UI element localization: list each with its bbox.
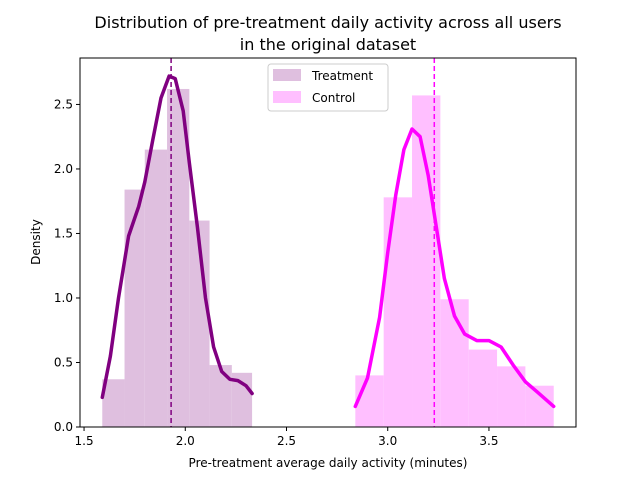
y-axis-label: Density [29, 219, 43, 265]
chart-title-line-1: Distribution of pre-treatment daily acti… [94, 13, 561, 32]
histogram-bar-treatment-5 [209, 365, 232, 427]
histogram-bar-control-0 [355, 375, 384, 427]
chart-title-line-2: in the original dataset [240, 35, 416, 54]
histogram-bar-treatment-4 [189, 220, 210, 427]
y-tick-label-3: 1.5 [54, 226, 73, 240]
plot-area [79, 57, 577, 428]
y-tick-label-4: 2.0 [54, 162, 73, 176]
histogram-bar-control-4 [468, 349, 498, 427]
histogram-bar-treatment-1 [124, 189, 145, 427]
legend-swatch-control [273, 91, 301, 103]
histogram-bar-treatment-2 [144, 149, 168, 427]
y-tick-label-1: 0.5 [54, 355, 73, 369]
histogram-bar-treatment-3 [167, 88, 190, 428]
legend-swatch-treatment [273, 69, 301, 81]
kde-curve-control [353, 127, 556, 409]
histogram-bar-control-2 [412, 95, 441, 428]
kde-curve-treatment [100, 74, 254, 400]
mean-lines [170, 58, 436, 427]
kde-curves [100, 74, 556, 409]
y-tick-label-5: 2.5 [54, 97, 73, 111]
histogram-bar-control-3 [440, 299, 469, 427]
histogram-bar-control-1 [383, 197, 413, 427]
y-tick-label-0: 0.0 [54, 420, 73, 434]
legend: Treatment Control [267, 63, 389, 112]
x-tick-label-2: 2.5 [277, 434, 296, 448]
y-axis-ticks: 0.0 0.5 1.0 1.5 2.0 2.5 [54, 97, 80, 434]
plot-frame [79, 57, 577, 428]
legend-label-treatment: Treatment [311, 69, 373, 83]
x-axis-label: Pre-treatment average daily activity (mi… [189, 456, 468, 470]
x-tick-label-0: 1.5 [75, 434, 94, 448]
x-tick-label-3: 3.0 [378, 434, 397, 448]
legend-label-control: Control [312, 91, 355, 105]
x-tick-label-1: 2.0 [176, 434, 195, 448]
x-tick-label-4: 3.5 [479, 434, 498, 448]
x-axis-ticks: 1.5 2.0 2.5 3.0 3.5 [75, 427, 498, 448]
y-tick-label-2: 1.0 [54, 291, 73, 305]
histogram-bar-treatment-0 [102, 379, 125, 427]
